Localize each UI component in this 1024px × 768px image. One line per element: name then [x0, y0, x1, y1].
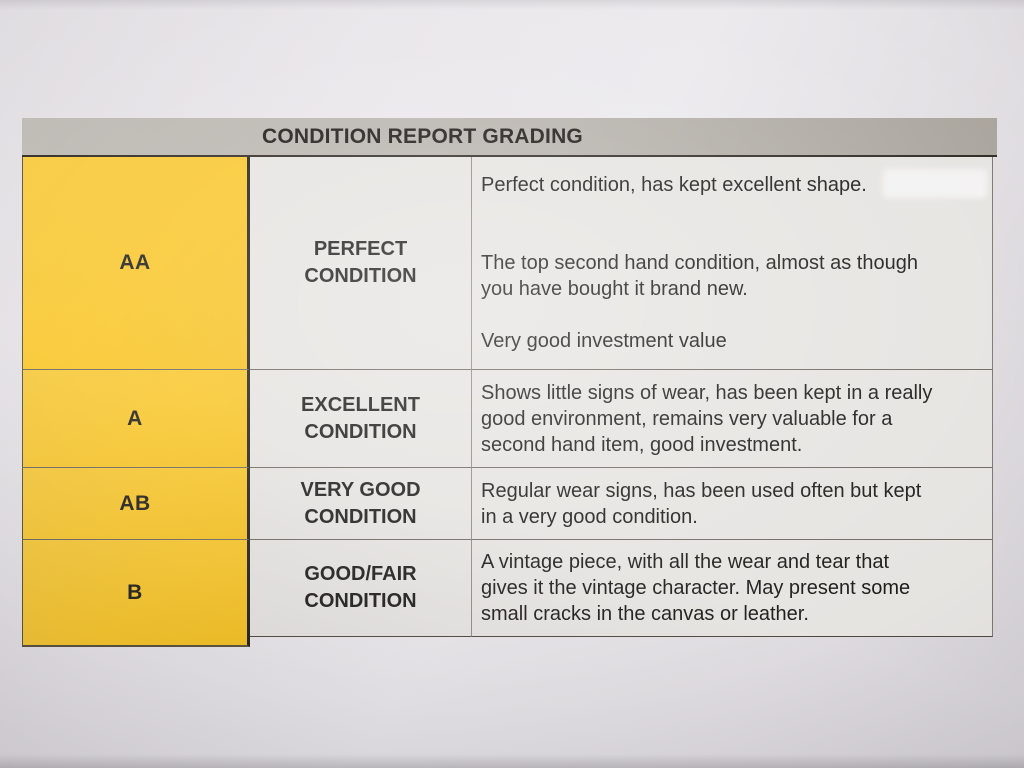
table-body: AA PERFECT CONDITION Perfect condition, ha… — [22, 157, 993, 647]
condition-description-cell: Perfect condition, has kept excellent sh… — [472, 157, 993, 370]
condition-name-label: EXCELLENT CONDITION — [301, 393, 420, 443]
grade-cell: A — [22, 370, 250, 468]
condition-description-text: A vintage piece, with all the wear and t… — [481, 551, 911, 625]
table-title: CONDITION REPORT GRADING — [262, 124, 583, 148]
grade-label: AA — [119, 251, 151, 274]
condition-description-text: Shows little signs of wear, has been kep… — [481, 381, 933, 456]
table-header: CONDITION REPORT GRADING — [22, 118, 997, 157]
condition-name-label: PERFECT CONDITION — [304, 238, 417, 287]
grade-cell: B — [22, 540, 250, 647]
condition-name-cell: GOOD/FAIR CONDITION — [250, 540, 472, 637]
condition-name-cell: VERY GOOD CONDITION — [250, 468, 472, 540]
grade-cell: AA — [22, 157, 250, 370]
condition-name-label: VERY GOOD CONDITION — [300, 478, 421, 528]
condition-report-grading-table: CONDITION REPORT GRADING AA PERFECT CONDI… — [22, 118, 997, 647]
condition-name-cell: PERFECT CONDITION — [250, 157, 472, 370]
condition-description-cell: A vintage piece, with all the wear and t… — [472, 540, 993, 637]
grade-label: AB — [119, 491, 151, 515]
condition-description-cell: Shows little signs of wear, has been kep… — [472, 370, 993, 468]
grade-label: A — [127, 406, 143, 430]
grade-cell: AB — [22, 468, 250, 540]
grade-label: B — [127, 580, 143, 604]
condition-description-text: Regular wear signs, has been used often … — [481, 479, 922, 528]
table-row: AB VERY GOOD CONDITION Regular wear signs,… — [22, 468, 993, 540]
table-row: AA PERFECT CONDITION Perfect condition, ha… — [22, 157, 993, 370]
condition-name-label: GOOD/FAIR CONDITION — [304, 563, 417, 612]
condition-name-cell: EXCELLENT CONDITION — [250, 370, 472, 468]
table-row: A EXCELLENT CONDITION Shows little signs o… — [22, 370, 993, 468]
table-row: B GOOD/FAIR CONDITION A vintage piece, wit… — [22, 540, 993, 647]
condition-description-cell: Regular wear signs, has been used often … — [472, 468, 993, 540]
condition-description-text: Perfect condition, has kept excellent sh… — [481, 174, 918, 352]
